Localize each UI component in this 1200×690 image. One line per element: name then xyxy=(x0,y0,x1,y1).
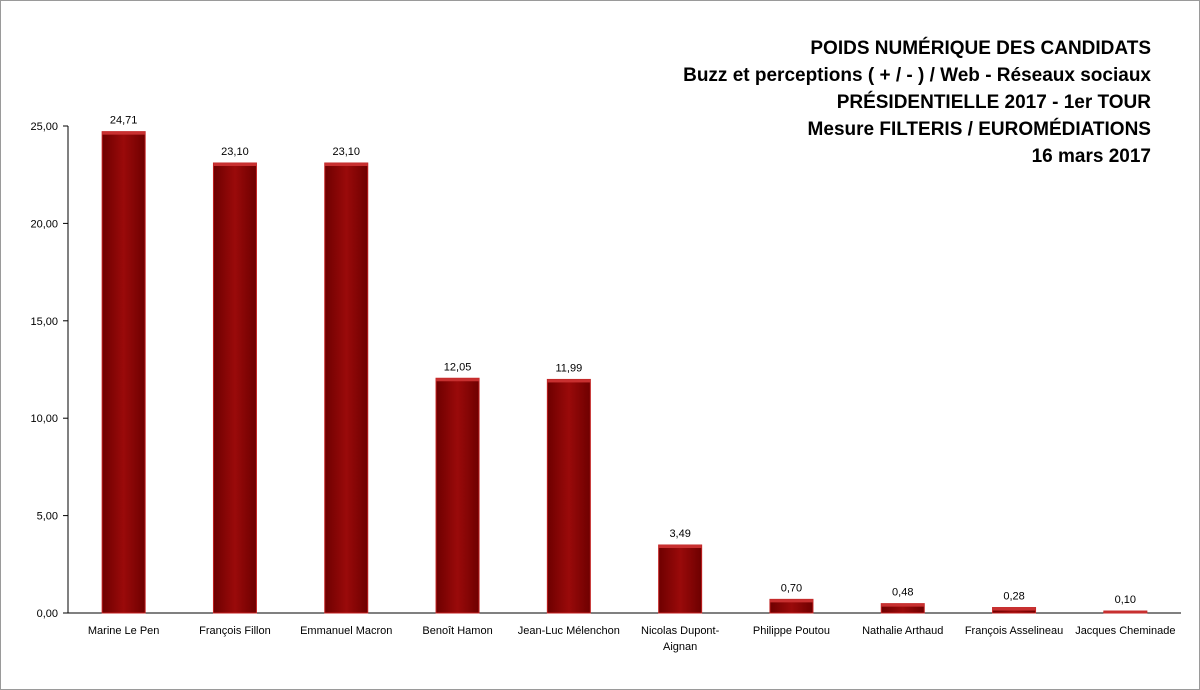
data-label: 0,70 xyxy=(781,582,802,594)
bar xyxy=(546,378,591,614)
bar-top-cap xyxy=(436,378,480,382)
bar xyxy=(324,162,369,614)
data-label: 11,99 xyxy=(555,362,582,374)
bar xyxy=(101,131,146,614)
data-label: 3,49 xyxy=(669,528,690,540)
data-label: 23,10 xyxy=(332,146,360,158)
bars xyxy=(101,131,1148,614)
category-label: Jacques Cheminade xyxy=(1075,625,1175,637)
data-labels: 24,71 23,10 23,10 12,05 11,99 3,49 0,70 0,48 0,2… xyxy=(110,115,1136,606)
data-label: 0,48 xyxy=(892,587,913,599)
bar-top-cap xyxy=(213,163,257,167)
data-label: 0,10 xyxy=(1115,594,1136,606)
y-tick-label: 5,00 xyxy=(37,511,58,523)
y-tick-label: 15,00 xyxy=(30,316,58,328)
data-label: 24,71 xyxy=(110,115,138,127)
category-label: Emmanuel Macron xyxy=(300,625,392,637)
category-label: Jean-Luc Mélenchon xyxy=(518,625,620,637)
category-labels: Marine Le Pen François Fillon Emmanuel Mac… xyxy=(88,625,1176,653)
category-label: Marine Le Pen xyxy=(88,625,160,637)
bar-top-cap xyxy=(324,163,368,167)
bar xyxy=(658,544,703,614)
category-label: Nicolas Dupont- xyxy=(641,625,720,637)
chart-title-line-1: POIDS NUMÉRIQUE DES CANDIDATS xyxy=(810,38,1151,59)
category-label: François Asselineau xyxy=(965,625,1063,637)
data-label: 23,10 xyxy=(221,146,249,158)
bar-top-cap xyxy=(881,603,925,607)
bar-top-cap xyxy=(658,545,702,549)
category-label: Benoît Hamon xyxy=(422,625,492,637)
bar-top-cap xyxy=(992,607,1036,611)
bar xyxy=(212,162,257,614)
bar-top-cap xyxy=(769,599,813,603)
chart-title-line-5: 16 mars 2017 xyxy=(1031,146,1151,167)
y-tick-label: 10,00 xyxy=(30,413,58,425)
category-label: Nathalie Arthaud xyxy=(862,625,943,637)
y-tick-label: 25,00 xyxy=(30,121,58,133)
bar-top-cap xyxy=(1103,611,1147,613)
category-label: Philippe Poutou xyxy=(753,625,830,637)
category-label: François Fillon xyxy=(199,625,271,637)
data-label: 0,28 xyxy=(1003,591,1024,603)
y-tick-label: 20,00 xyxy=(30,218,58,230)
bar-top-cap xyxy=(102,131,146,135)
bar xyxy=(435,377,480,614)
bar-top-cap xyxy=(547,379,591,383)
chart-title-line-4: Mesure FILTERIS / EUROMÉDIATIONS xyxy=(807,119,1151,140)
category-label: Aignan xyxy=(663,641,697,653)
chart-title-line-2: Buzz et perceptions ( + / - ) / Web - Ré… xyxy=(683,65,1151,86)
chart-title-line-3: PRÉSIDENTIELLE 2017 - 1er TOUR xyxy=(836,92,1151,113)
y-tick-label: 0,00 xyxy=(37,608,58,620)
chart-title-block: POIDS NUMÉRIQUE DES CANDIDATS Buzz et pe… xyxy=(683,35,1151,170)
y-axis: 0,00 5,00 10,00 15,00 20,00 25,00 xyxy=(30,121,69,620)
data-label: 12,05 xyxy=(444,361,472,373)
